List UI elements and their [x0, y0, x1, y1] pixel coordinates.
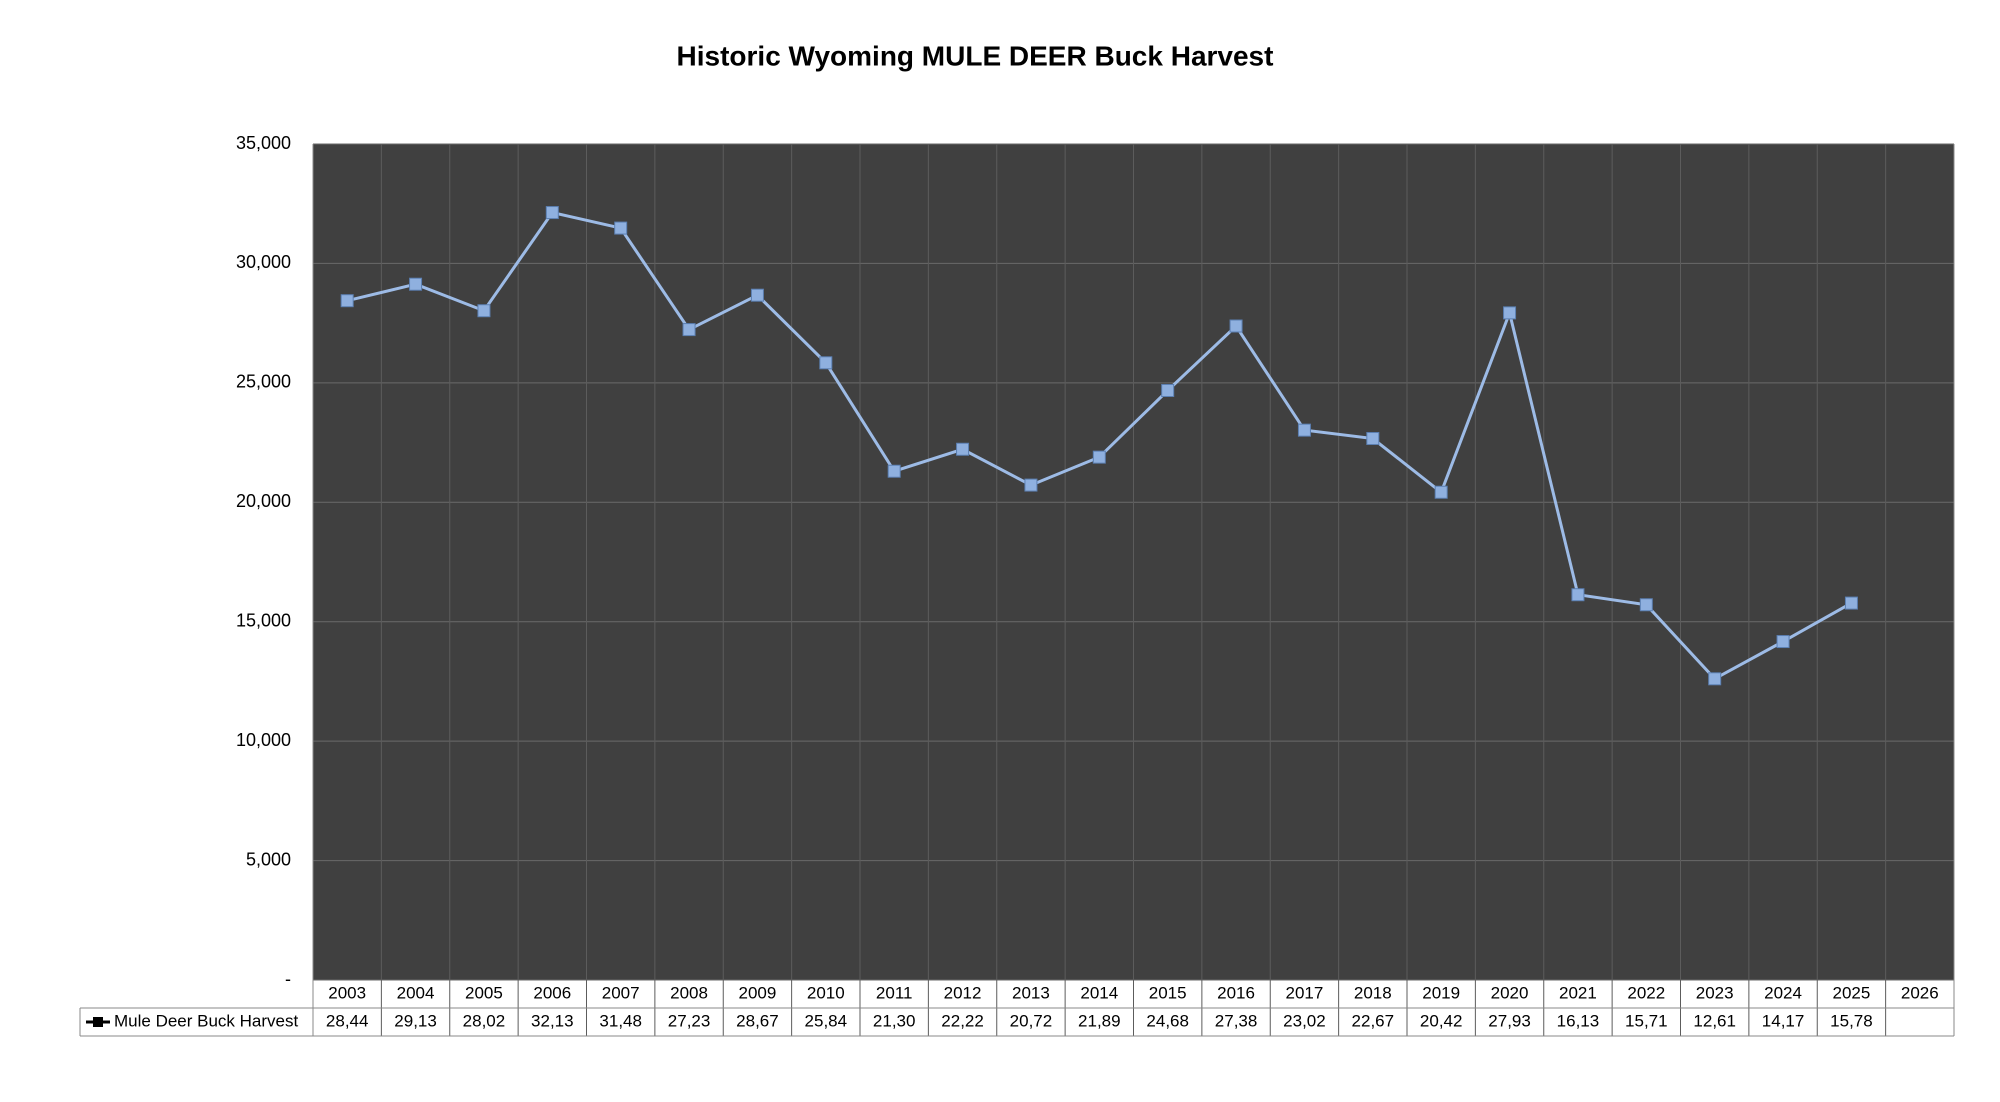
marker [750, 288, 764, 302]
marker [1844, 596, 1858, 610]
table-value: 28,02 [463, 1011, 506, 1030]
y-tick-label: 25,000 [236, 372, 291, 392]
table-value: 28,67 [736, 1011, 779, 1030]
x-tick-label: 2004 [397, 983, 435, 1002]
table-value: 22,22 [941, 1011, 984, 1030]
marker [1571, 588, 1585, 602]
x-tick-label: 2007 [602, 983, 640, 1002]
marker [1161, 384, 1175, 398]
table-value: 21,89 [1078, 1011, 1121, 1030]
y-tick-label: 10,000 [236, 730, 291, 750]
marker [682, 323, 696, 337]
table-value: 24,68 [1146, 1011, 1189, 1030]
marker [545, 206, 559, 220]
table-value: 27,93 [1488, 1011, 1531, 1030]
x-tick-label: 2021 [1559, 983, 1597, 1002]
table-value: 31,48 [599, 1011, 642, 1030]
table-value: 22,67 [1352, 1011, 1395, 1030]
x-tick-label: 2008 [670, 983, 708, 1002]
x-tick-label: 2015 [1149, 983, 1187, 1002]
x-tick-label: 2009 [739, 983, 777, 1002]
table-value: 23,02 [1283, 1011, 1326, 1030]
table-value: 21,30 [873, 1011, 916, 1030]
x-tick-label: 2025 [1833, 983, 1871, 1002]
marker [1366, 432, 1380, 446]
x-tick-label: 2022 [1627, 983, 1665, 1002]
marker [614, 221, 628, 235]
x-tick-label: 2020 [1491, 983, 1529, 1002]
legend-label: Mule Deer Buck Harvest [114, 1011, 299, 1030]
y-tick-label: 30,000 [236, 252, 291, 272]
x-tick-label: 2016 [1217, 983, 1255, 1002]
y-tick-label: 35,000 [236, 133, 291, 153]
x-tick-label: 2010 [807, 983, 845, 1002]
marker [887, 464, 901, 478]
x-tick-label: 2019 [1422, 983, 1460, 1002]
marker [340, 294, 354, 308]
marker [477, 304, 491, 318]
table-value: 20,42 [1420, 1011, 1463, 1030]
table-value: 15,78 [1830, 1011, 1873, 1030]
x-tick-label: 2026 [1901, 983, 1939, 1002]
x-tick-label: 2013 [1012, 983, 1050, 1002]
y-tick-label: - [285, 969, 291, 989]
table-value: 14,17 [1762, 1011, 1805, 1030]
x-tick-label: 2005 [465, 983, 503, 1002]
marker [956, 442, 970, 456]
x-tick-label: 2018 [1354, 983, 1392, 1002]
x-tick-label: 2012 [944, 983, 982, 1002]
table-value: 15,71 [1625, 1011, 1668, 1030]
x-tick-label: 2017 [1286, 983, 1324, 1002]
x-tick-label: 2014 [1080, 983, 1118, 1002]
y-tick-label: 20,000 [236, 491, 291, 511]
y-tick-label: 15,000 [236, 610, 291, 630]
marker [1229, 319, 1243, 333]
table-value: 12,61 [1693, 1011, 1736, 1030]
x-tick-label: 2003 [328, 983, 366, 1002]
legend-symbol [93, 1017, 103, 1027]
marker [1092, 450, 1106, 464]
x-tick-label: 2023 [1696, 983, 1734, 1002]
table-value: 20,72 [1010, 1011, 1053, 1030]
marker [1708, 672, 1722, 686]
x-tick-label: 2006 [533, 983, 571, 1002]
y-tick-label: 5,000 [246, 849, 291, 869]
table-value: 25,84 [805, 1011, 848, 1030]
marker [1776, 635, 1790, 649]
marker [1639, 598, 1653, 612]
marker [1434, 485, 1448, 499]
marker [1503, 306, 1517, 320]
marker [819, 356, 833, 370]
table-value: 29,13 [394, 1011, 437, 1030]
table-value: 28,44 [326, 1011, 369, 1030]
table-value: 32,13 [531, 1011, 574, 1030]
table-value: 27,38 [1215, 1011, 1258, 1030]
table-value: 16,13 [1557, 1011, 1600, 1030]
marker [1024, 478, 1038, 492]
marker [1297, 423, 1311, 437]
x-tick-label: 2024 [1764, 983, 1802, 1002]
x-tick-label: 2011 [876, 983, 913, 1002]
table-value: 27,23 [668, 1011, 711, 1030]
chart-title: Historic Wyoming MULE DEER Buck Harvest [677, 40, 1274, 71]
marker [409, 277, 423, 291]
